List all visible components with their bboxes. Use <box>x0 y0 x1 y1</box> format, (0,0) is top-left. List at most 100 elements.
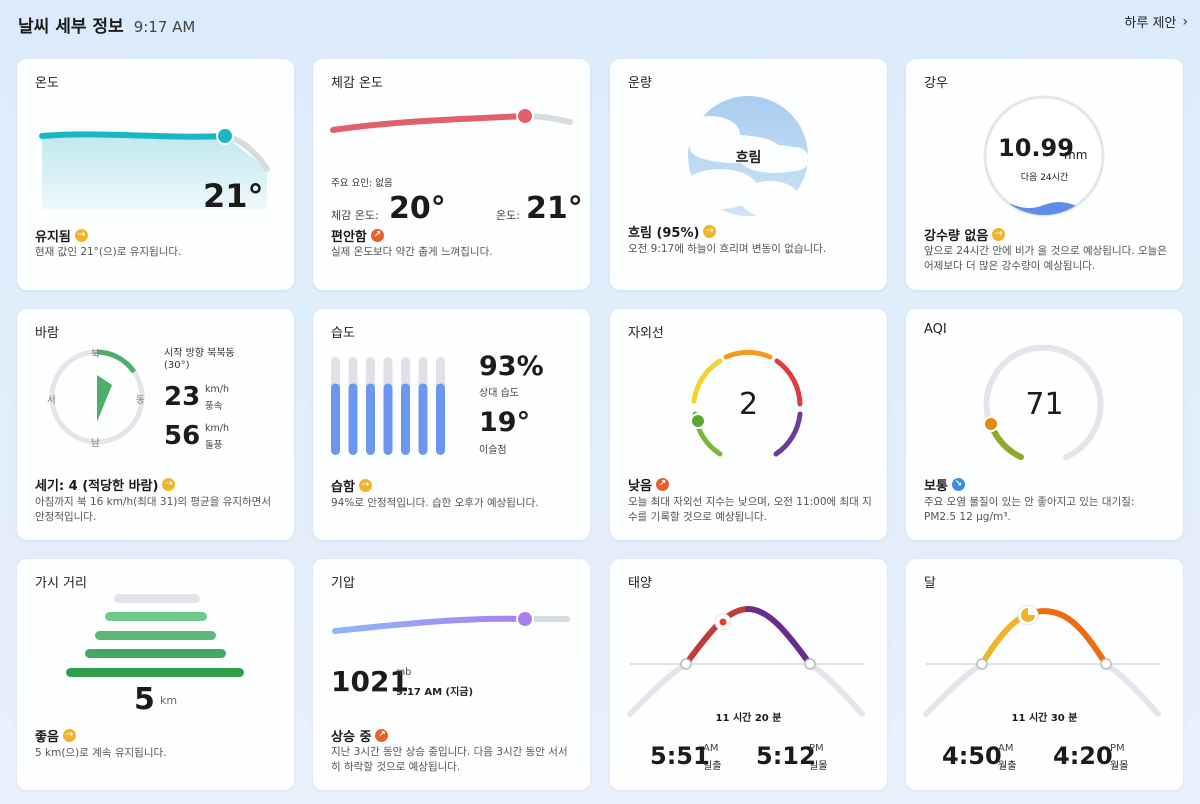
cloud-status-text: 흐림 (95%) <box>628 226 700 241</box>
compass-north: 북 <box>91 349 100 360</box>
pressure-unit: mb <box>396 667 412 678</box>
moon-arc-chart <box>923 604 1161 717</box>
visibility-card[interactable]: 가시 거리 5 km 좋음 ⇢ 5 km(으)로 계속 유지됩니다. <box>17 559 294 790</box>
aqi-desc: 주요 오염 물질이 있는 안 좋아지고 있는 대기질: PM2.5 12 μg/… <box>924 496 1135 523</box>
visibility-value: 5 <box>134 682 155 717</box>
moon-duration: 11 시간 30 분 <box>1011 713 1078 724</box>
wind-direction-degrees: (30°) <box>164 360 190 371</box>
temperature-status-text: 유지됨 <box>35 230 71 245</box>
visibility-status: 좋음 ⇢ <box>35 726 76 745</box>
actual-temp-value: 21° <box>526 191 583 226</box>
uv-status-text: 낮음 <box>628 479 652 494</box>
rain-desc: 앞으로 24시간 안에 비가 올 것으로 예상됩니다. 오늘은 어제보다 더 많… <box>924 245 1167 272</box>
humidity-card[interactable]: 습도 93% 상대 습도 19° 이슬점 습함 ⇢ 94%로 안정적입니다. 습한… <box>313 309 590 540</box>
pressure-card[interactable]: 기압 1021 mb 9:17 AM (지금) 상승 중 ↗ 지난 3시간 동안 … <box>313 559 590 790</box>
dew-point-label: 이슬점 <box>479 445 507 456</box>
temperature-chart <box>39 127 270 209</box>
uv-status: 낮음 ↗ <box>628 475 669 494</box>
pressure-chart <box>332 610 570 634</box>
cloud-illustration <box>688 96 808 216</box>
cloud-status: 흐림 (95%) ⇢ <box>628 222 717 241</box>
temperature-status: 유지됨 ⇢ <box>35 226 88 245</box>
wind-gust: 56 <box>164 421 201 451</box>
cloud-title: 운량 <box>628 76 652 91</box>
feels-like-card[interactable]: 체감 온도 주요 요인: 없음 체감 온도: 20° 온도: 21° 편안함 ↗ … <box>313 59 590 290</box>
wind-status: 세기: 4 (적당한 바람) ⇢ <box>35 475 176 494</box>
visibility-status-text: 좋음 <box>35 730 59 745</box>
wind-title: 바람 <box>35 326 59 341</box>
sun-card[interactable]: 태양 11 시간 20 분 5:51 AM 일출 5:12 PM 일몰 <box>610 559 887 790</box>
trend-up-icon: ↗ <box>370 229 384 242</box>
trend-up-icon: ↗ <box>375 729 389 742</box>
trend-steady-icon: ⇢ <box>62 729 76 742</box>
rain-gauge <box>983 95 1105 217</box>
wind-speed-unit: km/h <box>205 384 229 395</box>
moonrise-ampm: AM <box>998 743 1014 754</box>
feels-like-factor: 주요 요인: 없음 <box>331 178 393 189</box>
visibility-unit: km <box>160 694 178 707</box>
temperature-card[interactable]: 온도 21° 유지됨 ⇢ 현재 값인 21°(으)로 유지됩니다. <box>17 59 294 290</box>
aqi-title: AQI <box>924 322 947 337</box>
trend-steady-icon: ⇢ <box>74 229 88 242</box>
cloud-desc: 오전 9:17에 하늘이 흐리며 변동이 없습니다. <box>628 243 827 255</box>
uv-title: 자외선 <box>628 326 664 341</box>
trend-steady-icon: ⇢ <box>703 225 717 238</box>
wind-speed-label: 풍속 <box>205 401 223 412</box>
header: 날씨 세부 정보 9:17 AM <box>18 12 196 37</box>
moonrise-time: 4:50 <box>942 742 1002 770</box>
moon-card[interactable]: 달 11 시간 30 분 4:50 AM 월출 4:20 PM 월몰 <box>906 559 1183 790</box>
wind-speed: 23 <box>164 382 201 412</box>
sunset-label: 일몰 <box>809 761 828 772</box>
feels-like-status: 편안함 ↗ <box>331 226 384 245</box>
pressure-desc: 지난 3시간 동안 상승 중입니다. 다음 3시간 동안 서서히 하락할 것으로… <box>331 746 568 773</box>
feels-like-status-text: 편안함 <box>331 230 367 245</box>
rain-status: 강수량 없음 ⇢ <box>924 225 1006 244</box>
trend-steady-icon: ⇢ <box>358 479 372 492</box>
trend-steady-icon: ⇢ <box>992 228 1006 241</box>
uv-gauge <box>690 349 803 457</box>
humidity-bar <box>348 383 358 455</box>
page-title: 날씨 세부 정보 <box>18 17 124 37</box>
pressure-status: 상승 중 ↗ <box>331 726 389 745</box>
moonset-label: 월몰 <box>1110 761 1129 772</box>
pressure-value: 1021 <box>331 665 409 698</box>
humidity-title: 습도 <box>331 326 355 341</box>
humidity-bar <box>401 383 410 455</box>
uv-card[interactable]: 자외선 2 낮음 ↗ 오늘 최대 자외선 지수는 낮으며, 오전 11:00에 최… <box>610 309 887 540</box>
moonrise-label: 월출 <box>998 761 1017 772</box>
page-time: 9:17 AM <box>133 18 196 36</box>
sun-arc-chart <box>627 606 865 717</box>
wind-card[interactable]: 바람 북 남 서 동 시작 방향 북북동 (30°) 23 km/h 풍속 56… <box>17 309 294 540</box>
rain-sub: 다음 24시간 <box>1020 173 1069 183</box>
trend-steady-icon: ⇢ <box>162 478 176 491</box>
daily-suggestion-link[interactable]: 하루 제안 › <box>1124 12 1188 32</box>
feels-like-desc: 실제 온도보다 약간 춥게 느껴집니다. <box>331 246 493 258</box>
aqi-status-text: 보통 <box>924 479 948 494</box>
aqi-gauge <box>983 344 1104 460</box>
aqi-card[interactable]: AQI 71 보통 ↘ 주요 오염 물질이 있는 안 좋아지고 있는 대기질: P… <box>906 309 1183 540</box>
rain-title: 강우 <box>924 76 948 91</box>
compass-east: 동 <box>136 395 145 406</box>
aqi-value: 71 <box>1025 387 1064 422</box>
uv-desc: 오늘 최대 자외선 지수는 낮으며, 오전 11:00에 최대 지수를 기록할 … <box>628 496 872 523</box>
humidity-bar <box>418 383 428 455</box>
humidity-bar <box>383 383 393 455</box>
visibility-desc: 5 km(으)로 계속 유지됩니다. <box>35 747 167 759</box>
pressure-time: 9:17 AM (지금) <box>396 687 474 698</box>
pressure-title: 기압 <box>331 576 355 591</box>
feels-like-chart <box>330 107 573 133</box>
moon-title: 달 <box>924 576 936 591</box>
cloud-card[interactable]: 운량 흐림 흐림 (95%) ⇢ 오전 9:17에 하늘이 흐리며 변동이 없습니… <box>610 59 887 290</box>
visibility-title: 가시 거리 <box>35 576 87 591</box>
rain-card[interactable]: 강우 10.99 mm 다음 24시간 강수량 없음 ⇢ 앞으로 24시간 안에 … <box>906 59 1183 290</box>
wind-status-text: 세기: 4 (적당한 바람) <box>35 479 159 494</box>
wind-desc: 아침까지 북 16 km/h(최대 31)의 평균을 유지하면서 안정적입니다. <box>35 496 272 523</box>
humidity-bars <box>331 357 445 455</box>
compass-south: 남 <box>91 438 100 449</box>
wind-gust-unit: km/h <box>205 423 229 434</box>
sun-title: 태양 <box>628 576 652 591</box>
temperature-desc: 현재 값인 21°(으)로 유지됩니다. <box>35 246 182 258</box>
rain-unit: mm <box>1064 148 1088 162</box>
sunset-ampm: PM <box>809 743 824 754</box>
wind-compass <box>49 349 145 445</box>
